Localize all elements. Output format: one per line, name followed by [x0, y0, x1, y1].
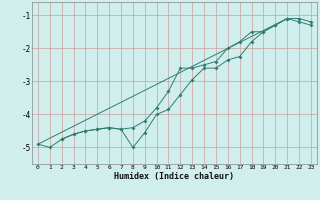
X-axis label: Humidex (Indice chaleur): Humidex (Indice chaleur) [115, 172, 234, 181]
